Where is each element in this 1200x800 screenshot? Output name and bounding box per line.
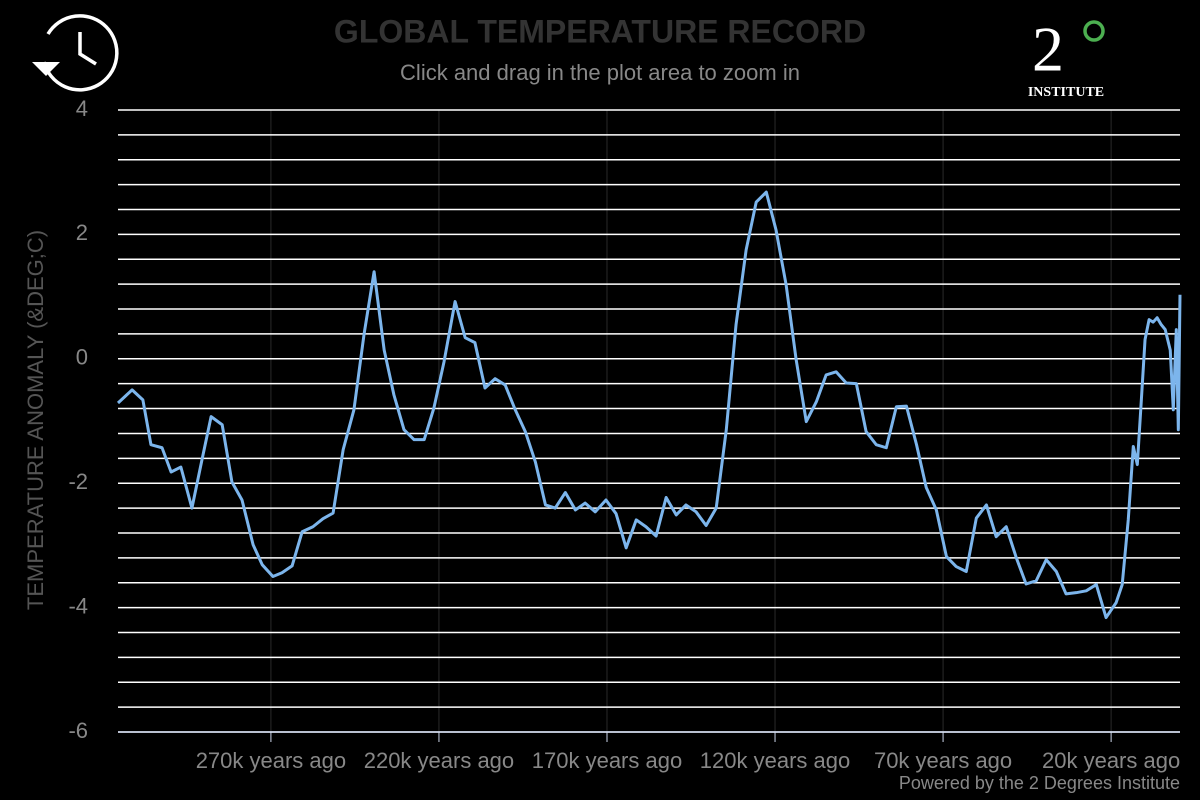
y-tick-label: 4 (76, 96, 88, 121)
reset-zoom-button[interactable] (32, 14, 119, 92)
reset-arrowhead (32, 62, 60, 76)
chart-subtitle: Click and drag in the plot area to zoom … (400, 60, 800, 85)
logo-number: 2 (1032, 14, 1064, 85)
y-tick-label: 0 (76, 345, 88, 370)
x-tick-label: 270k years ago (196, 748, 346, 773)
x-tick-label: 120k years ago (700, 748, 850, 773)
data-line (116, 190, 1182, 620)
x-tick-label: 170k years ago (532, 748, 682, 773)
chart-title: GLOBAL TEMPERATURE RECORD (334, 13, 866, 49)
x-tick-label: 220k years ago (364, 748, 514, 773)
y-tick-label: -4 (68, 593, 88, 618)
reset-arrow (42, 14, 119, 92)
x-tick-label: 70k years ago (874, 748, 1012, 773)
reset-clock-hands (78, 32, 97, 66)
y-axis-label: TEMPERATURE ANOMALY (&DEG;C) (23, 230, 48, 610)
y-tick-label: -6 (68, 718, 88, 743)
logo-caption: INSTITUTE (1028, 85, 1104, 100)
x-tick-label: 20k years ago (1042, 748, 1180, 773)
y-tick-label: 2 (76, 220, 88, 245)
y-tick-label: -2 (68, 469, 88, 494)
footer-credit: Powered by the 2 Degrees Institute (899, 773, 1180, 793)
logo-degree (1083, 20, 1105, 42)
